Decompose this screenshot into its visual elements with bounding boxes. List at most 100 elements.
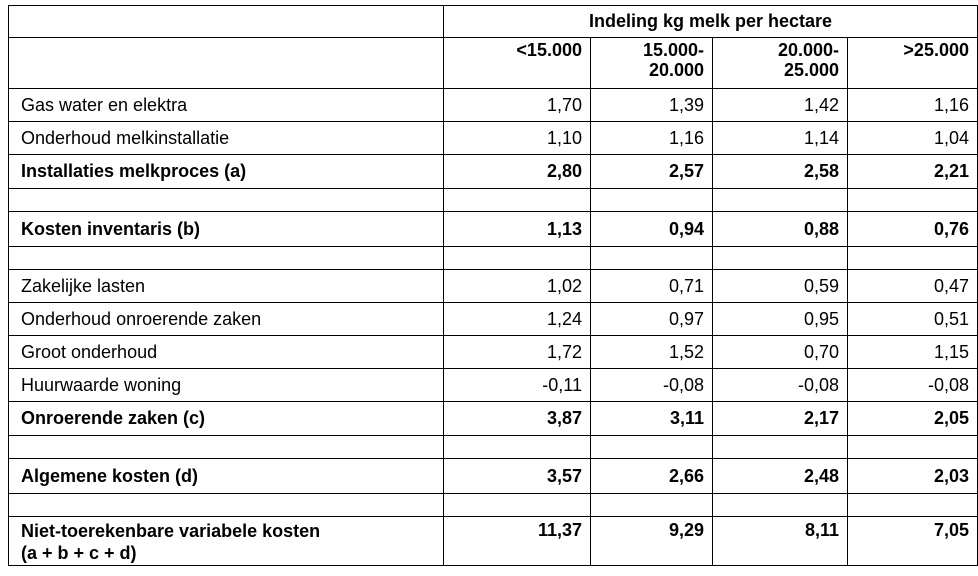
cell-value: 2,80 <box>443 154 591 189</box>
cell-value: -0,08 <box>590 368 713 402</box>
table-row: Onderhoud melkinstallatie 1,10 1,16 1,14… <box>8 121 978 155</box>
cell-value: 2,17 <box>712 401 848 436</box>
row-label: Huurwaarde woning <box>8 368 444 402</box>
cell-value: 1,70 <box>443 88 591 122</box>
cell-value: 1,13 <box>443 211 591 247</box>
subtotal-row: Kosten inventaris (b) 1,13 0,94 0,88 0,7… <box>8 211 978 247</box>
cell-value: 1,72 <box>443 335 591 369</box>
cell-value: 1,39 <box>590 88 713 122</box>
cell-value: 2,05 <box>847 401 978 436</box>
cell-value: -0,11 <box>443 368 591 402</box>
cell-value: 2,03 <box>847 458 978 494</box>
cell-value: 0,94 <box>590 211 713 247</box>
cell-value: 2,58 <box>712 154 848 189</box>
cell-value: 1,42 <box>712 88 848 122</box>
empty-cell <box>8 188 444 212</box>
cell-value: 11,37 <box>443 516 591 566</box>
table-row: Groot onderhoud 1,72 1,52 0,70 1,15 <box>8 335 978 369</box>
total-row: Niet-toerekenbare variabele kosten (a + b… <box>8 516 978 566</box>
cell-value: 1,24 <box>443 302 591 336</box>
empty-cell <box>443 493 591 517</box>
header-title-row: Indeling kg melk per hectare <box>8 5 978 38</box>
subtotal-row: Algemene kosten (d) 3,57 2,66 2,48 2,03 <box>8 458 978 494</box>
column-header-3: 20.000- 25.000 <box>712 37 848 89</box>
subtotal-row: Onroerende zaken (c) 3,87 3,11 2,17 2,05 <box>8 401 978 436</box>
table-row: Zakelijke lasten 1,02 0,71 0,59 0,47 <box>8 269 978 303</box>
cell-value: 0,95 <box>712 302 848 336</box>
cell-value: 8,11 <box>712 516 848 566</box>
cell-value: -0,08 <box>712 368 848 402</box>
row-label: Algemene kosten (d) <box>8 458 444 494</box>
spacer-row <box>8 246 978 270</box>
cell-value: 2,57 <box>590 154 713 189</box>
empty-cell <box>590 246 713 270</box>
cell-value: 0,70 <box>712 335 848 369</box>
empty-cell <box>8 435 444 459</box>
spacer-row <box>8 188 978 212</box>
empty-cell <box>712 493 848 517</box>
empty-cell <box>443 246 591 270</box>
header-empty-cell <box>8 37 444 89</box>
row-label: Kosten inventaris (b) <box>8 211 444 247</box>
empty-cell <box>847 493 978 517</box>
row-label: Installaties melkproces (a) <box>8 154 444 189</box>
cell-value: 0,47 <box>847 269 978 303</box>
header-columns-row: <15.000 15.000- 20.000 20.000- 25.000 >25.… <box>8 37 978 89</box>
cell-value: 2,48 <box>712 458 848 494</box>
cell-value: -0,08 <box>847 368 978 402</box>
empty-cell <box>8 246 444 270</box>
empty-cell <box>847 435 978 459</box>
cell-value: 1,16 <box>590 121 713 155</box>
cell-value: 1,14 <box>712 121 848 155</box>
cell-value: 0,88 <box>712 211 848 247</box>
header-empty-cell <box>8 5 444 38</box>
cell-value: 1,16 <box>847 88 978 122</box>
column-header-2: 15.000- 20.000 <box>590 37 713 89</box>
cell-value: 1,04 <box>847 121 978 155</box>
cost-table: Indeling kg melk per hectare <15.000 15.… <box>8 5 978 566</box>
table-row: Gas water en elektra 1,70 1,39 1,42 1,16 <box>8 88 978 122</box>
row-label: Onderhoud onroerende zaken <box>8 302 444 336</box>
row-label: Zakelijke lasten <box>8 269 444 303</box>
spacer-row <box>8 435 978 459</box>
cell-value: 3,11 <box>590 401 713 436</box>
cell-value: 0,59 <box>712 269 848 303</box>
row-label: Onderhoud melkinstallatie <box>8 121 444 155</box>
empty-cell <box>712 188 848 212</box>
cell-value: 0,76 <box>847 211 978 247</box>
empty-cell <box>847 246 978 270</box>
empty-cell <box>712 435 848 459</box>
cell-value: 9,29 <box>590 516 713 566</box>
column-header-1: <15.000 <box>443 37 591 89</box>
empty-cell <box>590 188 713 212</box>
table-row: Onderhoud onroerende zaken 1,24 0,97 0,9… <box>8 302 978 336</box>
cell-value: 3,87 <box>443 401 591 436</box>
row-label: Gas water en elektra <box>8 88 444 122</box>
cell-value: 0,71 <box>590 269 713 303</box>
row-label: Niet-toerekenbare variabele kosten (a + b… <box>8 516 444 566</box>
cell-value: 2,21 <box>847 154 978 189</box>
cell-value: 0,51 <box>847 302 978 336</box>
cell-value: 1,15 <box>847 335 978 369</box>
cell-value: 3,57 <box>443 458 591 494</box>
cell-value: 1,02 <box>443 269 591 303</box>
subtotal-row: Installaties melkproces (a) 2,80 2,57 2,… <box>8 154 978 189</box>
empty-cell <box>590 493 713 517</box>
spacer-row <box>8 493 978 517</box>
empty-cell <box>8 493 444 517</box>
row-label: Groot onderhoud <box>8 335 444 369</box>
cell-value: 1,10 <box>443 121 591 155</box>
cell-value: 0,97 <box>590 302 713 336</box>
row-label: Onroerende zaken (c) <box>8 401 444 436</box>
empty-cell <box>712 246 848 270</box>
column-header-4: >25.000 <box>847 37 978 89</box>
cell-value: 7,05 <box>847 516 978 566</box>
cell-value: 1,52 <box>590 335 713 369</box>
cell-value: 2,66 <box>590 458 713 494</box>
header-title: Indeling kg melk per hectare <box>443 5 978 38</box>
empty-cell <box>443 188 591 212</box>
table-row: Huurwaarde woning -0,11 -0,08 -0,08 -0,0… <box>8 368 978 402</box>
empty-cell <box>847 188 978 212</box>
empty-cell <box>590 435 713 459</box>
empty-cell <box>443 435 591 459</box>
